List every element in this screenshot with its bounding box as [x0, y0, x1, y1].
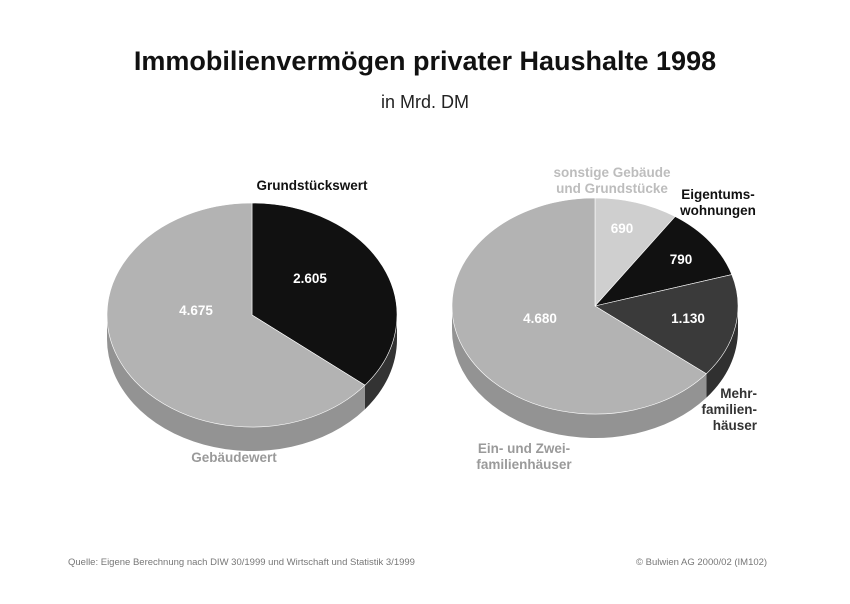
pie-2-category-label-3: Ein- und Zwei-familienhäuser [476, 441, 572, 472]
pie-2-slice-3 [451, 197, 707, 415]
pie-2-value-label-2: 1.130 [671, 311, 705, 326]
pie-1-side-1 [107, 315, 365, 451]
chart-title: Immobilienvermögen privater Haushalte 19… [133, 46, 717, 76]
pie-2-slice-0 [594, 197, 676, 307]
pie-1-value-label-1: 4.675 [179, 303, 213, 318]
pie-2-category-label-2: Mehr-familien-häuser [701, 386, 757, 433]
pie-1-category-label-0: Grundstückswert [256, 178, 368, 193]
pie-chart-land-building: 2.605 4.675 Grundstückswert Gebäudewert [106, 178, 398, 465]
pie-2-side-3 [452, 306, 707, 438]
chart-subtitle: in Mrd. DM [380, 92, 469, 112]
pie-2-category-label-1: Eigentums-wohnungen [679, 187, 756, 218]
pie-2-value-label-3: 4.680 [523, 311, 557, 326]
copyright-note: © Bulwien AG 2000/02 (IM102) [636, 557, 768, 568]
pie-2-slice-2 [594, 274, 739, 375]
pie-2-value-label-0: 690 [611, 221, 634, 236]
pie-2-category-label-0: sonstige Gebäude und Grundstücke [553, 165, 671, 196]
pie-1-slice-1 [106, 202, 366, 428]
pie-1-value-label-0: 2.605 [293, 271, 327, 286]
pie-1-category-label-1: Gebäudewert [191, 450, 277, 465]
pie-2-value-label-1: 790 [670, 252, 693, 267]
pie-chart-property-types: 690 790 1.130 4.680 sonstige Gebäude und Grun… [451, 165, 758, 472]
pie-1-slice-0 [251, 202, 398, 386]
pie-1-side-0 [364, 315, 397, 410]
source-note: Quelle: Eigene Berechnung nach DIW 30/19… [68, 557, 415, 568]
pie-2-side-2 [706, 306, 738, 398]
pie-2-slice-1 [594, 216, 733, 307]
